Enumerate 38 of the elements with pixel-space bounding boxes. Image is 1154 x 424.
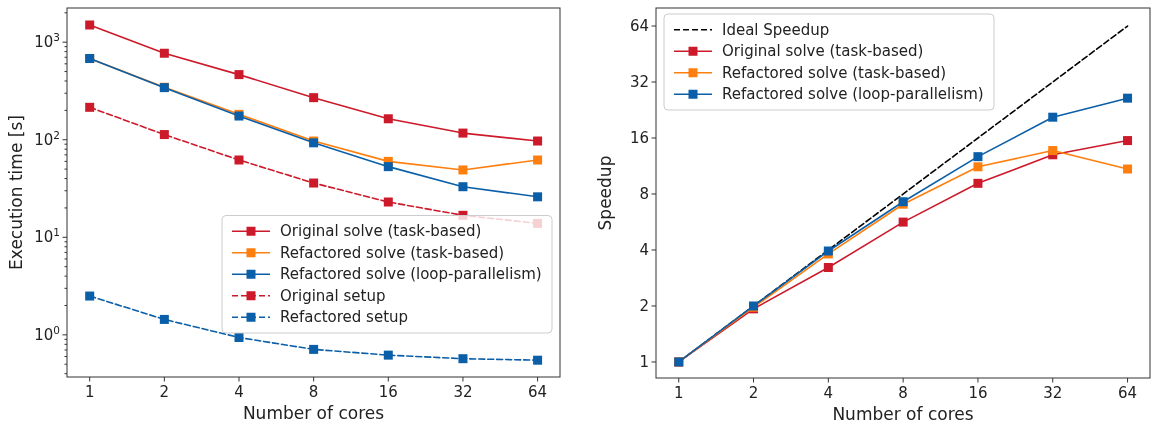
x-tick-label: 16 xyxy=(968,384,988,402)
x-tick-label: 1 xyxy=(84,383,95,401)
y-tick-label: 10$^{2}$ xyxy=(34,128,60,149)
y-tick-label: 10$^{3}$ xyxy=(34,31,60,52)
legend-label: Refactored solve (loop-parallelism) xyxy=(280,265,542,284)
x-tick-label: 64 xyxy=(1118,384,1138,402)
x-tick-label: 8 xyxy=(308,383,319,401)
x-tick-label: 8 xyxy=(898,384,908,402)
x-tick-label: 32 xyxy=(1043,384,1063,402)
legend-label: Refactored solve (loop-parallelism) xyxy=(722,85,984,104)
x-tick-label: 2 xyxy=(159,383,170,401)
y-tick-label: 10$^{1}$ xyxy=(34,226,60,247)
x-tick-label: 16 xyxy=(378,383,398,401)
y-tick-label: 16 xyxy=(629,129,649,148)
x-axis-title: Number of cores xyxy=(242,403,385,423)
x-tick-label: 32 xyxy=(453,383,473,401)
x-axis-title: Number of cores xyxy=(832,404,974,424)
y-axis-title: Execution time [s] xyxy=(6,115,26,270)
legend-label: Refactored solve (task-based) xyxy=(280,243,505,262)
x-tick-label: 4 xyxy=(823,384,834,402)
x-tick-label: 1 xyxy=(673,384,684,402)
legend-label: Original solve (task-based) xyxy=(722,42,924,61)
legend-label: Original solve (task-based) xyxy=(280,222,482,241)
y-axis-title: Speedup xyxy=(595,155,615,231)
y-tick-label: 8 xyxy=(639,185,649,203)
legend-label: Ideal Speedup xyxy=(722,20,830,39)
y-tick-label: 1 xyxy=(639,352,649,371)
x-tick-label: 2 xyxy=(748,384,759,402)
y-tick-label: 2 xyxy=(639,296,649,315)
y-tick-label: 4 xyxy=(639,240,649,259)
legend-label: Original setup xyxy=(280,286,386,305)
y-tick-label: 32 xyxy=(629,73,649,92)
x-tick-label: 64 xyxy=(528,383,548,401)
legend-label: Refactored setup xyxy=(280,308,409,327)
legend-label: Refactored solve (task-based) xyxy=(722,63,947,82)
y-tick-label: 64 xyxy=(629,17,649,36)
x-tick-label: 4 xyxy=(234,383,244,401)
y-tick-label: 10$^{0}$ xyxy=(34,323,60,344)
